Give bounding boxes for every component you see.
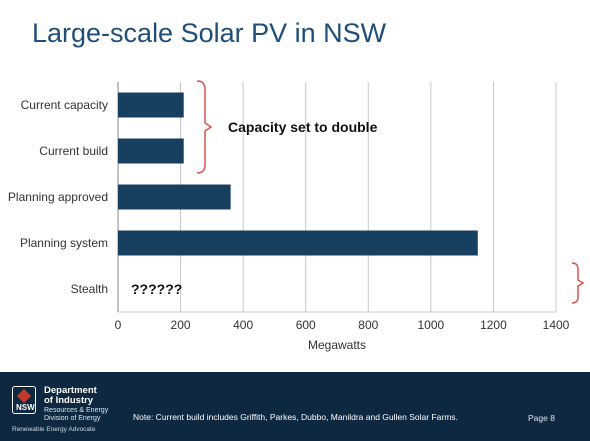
category-label-stealth: Stealth [71, 282, 108, 296]
logo-title: Department of Industry [44, 386, 97, 406]
logo-subtitle: Resources & Energy Division of Energy [44, 407, 108, 423]
tick-labels: 0 200 400 600 800 1000 1200 1400 [115, 318, 570, 332]
x-tick-label-800: 800 [358, 318, 378, 332]
x-tick-label-400: 400 [233, 318, 253, 332]
category-label-current-build: Current build [39, 144, 108, 158]
logo-subtitle-line2: Division of Energy [44, 415, 101, 422]
x-tick-label-1400: 1400 [543, 318, 570, 332]
x-axis-title: Megawatts [308, 338, 366, 352]
nsw-logo: NSW Department of Industry Resources & E… [12, 386, 112, 422]
category-label-planning-system: Planning system [20, 236, 108, 250]
x-tick-label-1200: 1200 [480, 318, 507, 332]
category-label-planning-approved: Planning approved [8, 190, 108, 204]
category-label-current-capacity: Current capacity [21, 98, 108, 112]
bars [118, 92, 478, 256]
bar-planning-system [118, 230, 478, 256]
page-number: Page 8 [528, 413, 555, 423]
x-tick-label-200: 200 [171, 318, 191, 332]
footer-note: Note: Current build includes Griffith, P… [133, 412, 458, 422]
annotations: Capacity set to double?????? [131, 80, 585, 304]
annotation-stealth: ?????? [131, 281, 182, 297]
bar-current-build [118, 138, 184, 164]
slide-title: Large-scale Solar PV in NSW [32, 18, 387, 48]
waratah-icon: NSW [12, 386, 36, 414]
bar-current-capacity [118, 92, 184, 118]
annotation-capacity-double: Capacity set to double [228, 119, 378, 135]
bar-chart: Current capacity Current build Planning ap… [8, 80, 585, 352]
logo-abbrev: NSW [16, 403, 35, 412]
bar-planning-approved [118, 184, 231, 210]
logo-subtitle-line1: Resources & Energy [44, 407, 109, 414]
footer: NSW Department of Industry Resources & E… [0, 372, 590, 441]
stealth-bracket [571, 262, 585, 304]
logo-title-line1: Department [44, 385, 97, 396]
capacity-bracket [196, 80, 213, 174]
category-labels: Current capacity Current build Planning ap… [8, 98, 108, 296]
x-tick-label-600: 600 [296, 318, 316, 332]
x-tick-label-1000: 1000 [418, 318, 445, 332]
logo-title-line2: of Industry [44, 395, 94, 406]
footer-tagline: Renewable Energy Advocate [12, 426, 96, 433]
x-tick-label-0: 0 [115, 318, 122, 332]
